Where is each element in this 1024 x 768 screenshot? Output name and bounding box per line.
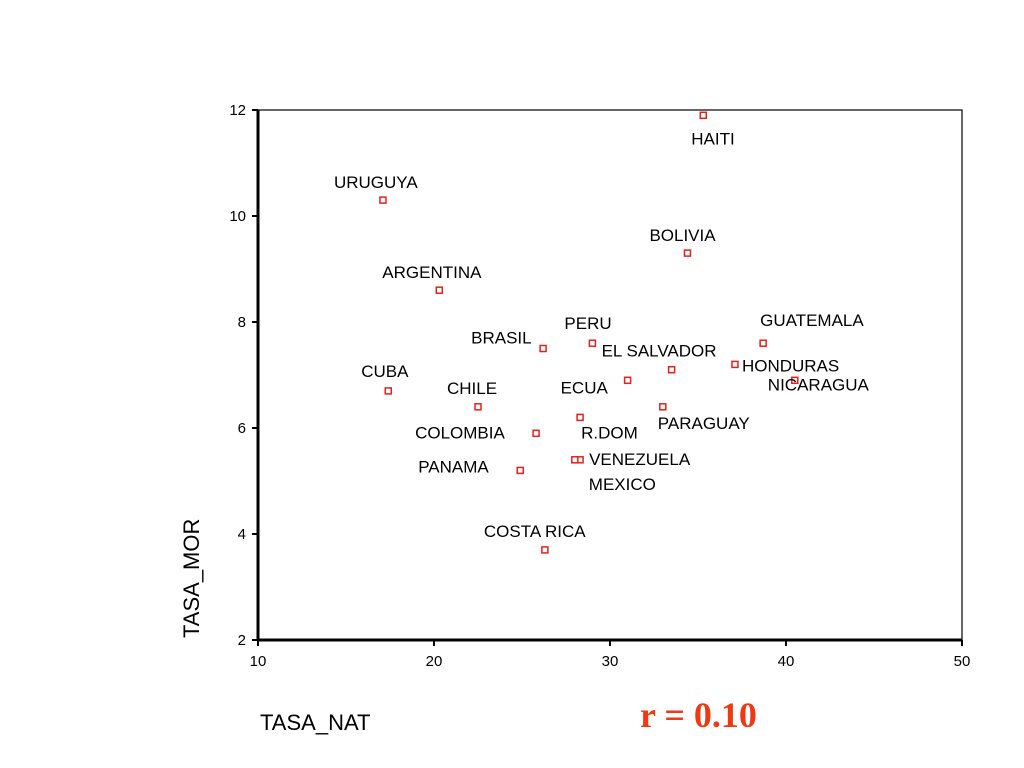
point-label: PANAMA xyxy=(418,457,489,476)
point-label: CUBA xyxy=(361,362,409,381)
scatter-point xyxy=(588,339,597,347)
scatter-point xyxy=(683,249,692,257)
x-axis-title: TASA_NAT xyxy=(260,710,370,735)
y-axis: 2 4 6 8 10 12 xyxy=(229,102,260,649)
point-label: MEXICO xyxy=(589,475,656,494)
scatter-point xyxy=(532,429,540,438)
point-label: EL SALVADOR xyxy=(602,342,717,361)
y-tick-label: 4 xyxy=(238,526,246,543)
point-label: NICARAGUA xyxy=(768,375,870,394)
point-label: COLOMBIA xyxy=(415,423,505,442)
y-tick-label: 6 xyxy=(238,420,246,437)
x-axis: 10 20 30 40 50 xyxy=(250,638,971,670)
x-tick-label: 30 xyxy=(602,653,619,670)
scatter-point xyxy=(379,196,387,204)
scatter-point xyxy=(435,286,444,294)
point-label: HONDURAS xyxy=(742,356,839,375)
y-tick-label: 10 xyxy=(229,208,246,225)
point-labels: HAITI URUGUYA BOLIVIA ARGENTINA PERU BRASIL GU… xyxy=(334,129,870,541)
scatter-point xyxy=(474,403,482,411)
point-label: PERU xyxy=(564,314,611,333)
data-points xyxy=(379,111,799,554)
scatter-point xyxy=(791,376,799,385)
x-tick-label: 40 xyxy=(778,653,795,670)
point-label: CHILE xyxy=(447,379,497,398)
scatter-point xyxy=(539,344,547,353)
scatter-point xyxy=(623,376,632,385)
scatter-point xyxy=(659,403,667,411)
point-label: R.DOM xyxy=(581,423,638,442)
point-label: COSTA RICA xyxy=(484,522,586,541)
scatter-point xyxy=(759,339,767,347)
y-tick-label: 12 xyxy=(229,102,246,119)
scatter-point xyxy=(541,546,549,554)
point-label: URUGUYA xyxy=(334,173,418,192)
x-tick-label: 20 xyxy=(426,653,443,670)
point-label: GUATEMALA xyxy=(760,311,864,330)
scatter-point xyxy=(384,387,392,395)
scatter-point xyxy=(699,111,708,120)
scatter-point xyxy=(516,466,524,475)
scatter-point xyxy=(667,365,676,374)
x-tick-label: 50 xyxy=(954,653,971,670)
point-label: HAITI xyxy=(691,129,734,148)
x-tick-label: 10 xyxy=(250,653,267,670)
point-label: ECUA xyxy=(561,378,609,397)
y-tick-label: 8 xyxy=(238,314,246,331)
scatter-point xyxy=(571,456,579,464)
point-label: ARGENTINA xyxy=(382,263,482,282)
scatter-point xyxy=(731,360,739,369)
point-label: PARAGUAY xyxy=(658,414,750,433)
y-axis-title: TASA_MOR xyxy=(179,519,204,638)
point-label: BRASIL xyxy=(471,329,531,348)
correlation-annotation: r = 0.10 xyxy=(640,695,757,735)
y-tick-label: 2 xyxy=(238,632,246,649)
point-label: BOLIVIA xyxy=(649,226,716,245)
scatter-point xyxy=(576,413,584,422)
point-label: VENEZUELA xyxy=(589,450,691,469)
